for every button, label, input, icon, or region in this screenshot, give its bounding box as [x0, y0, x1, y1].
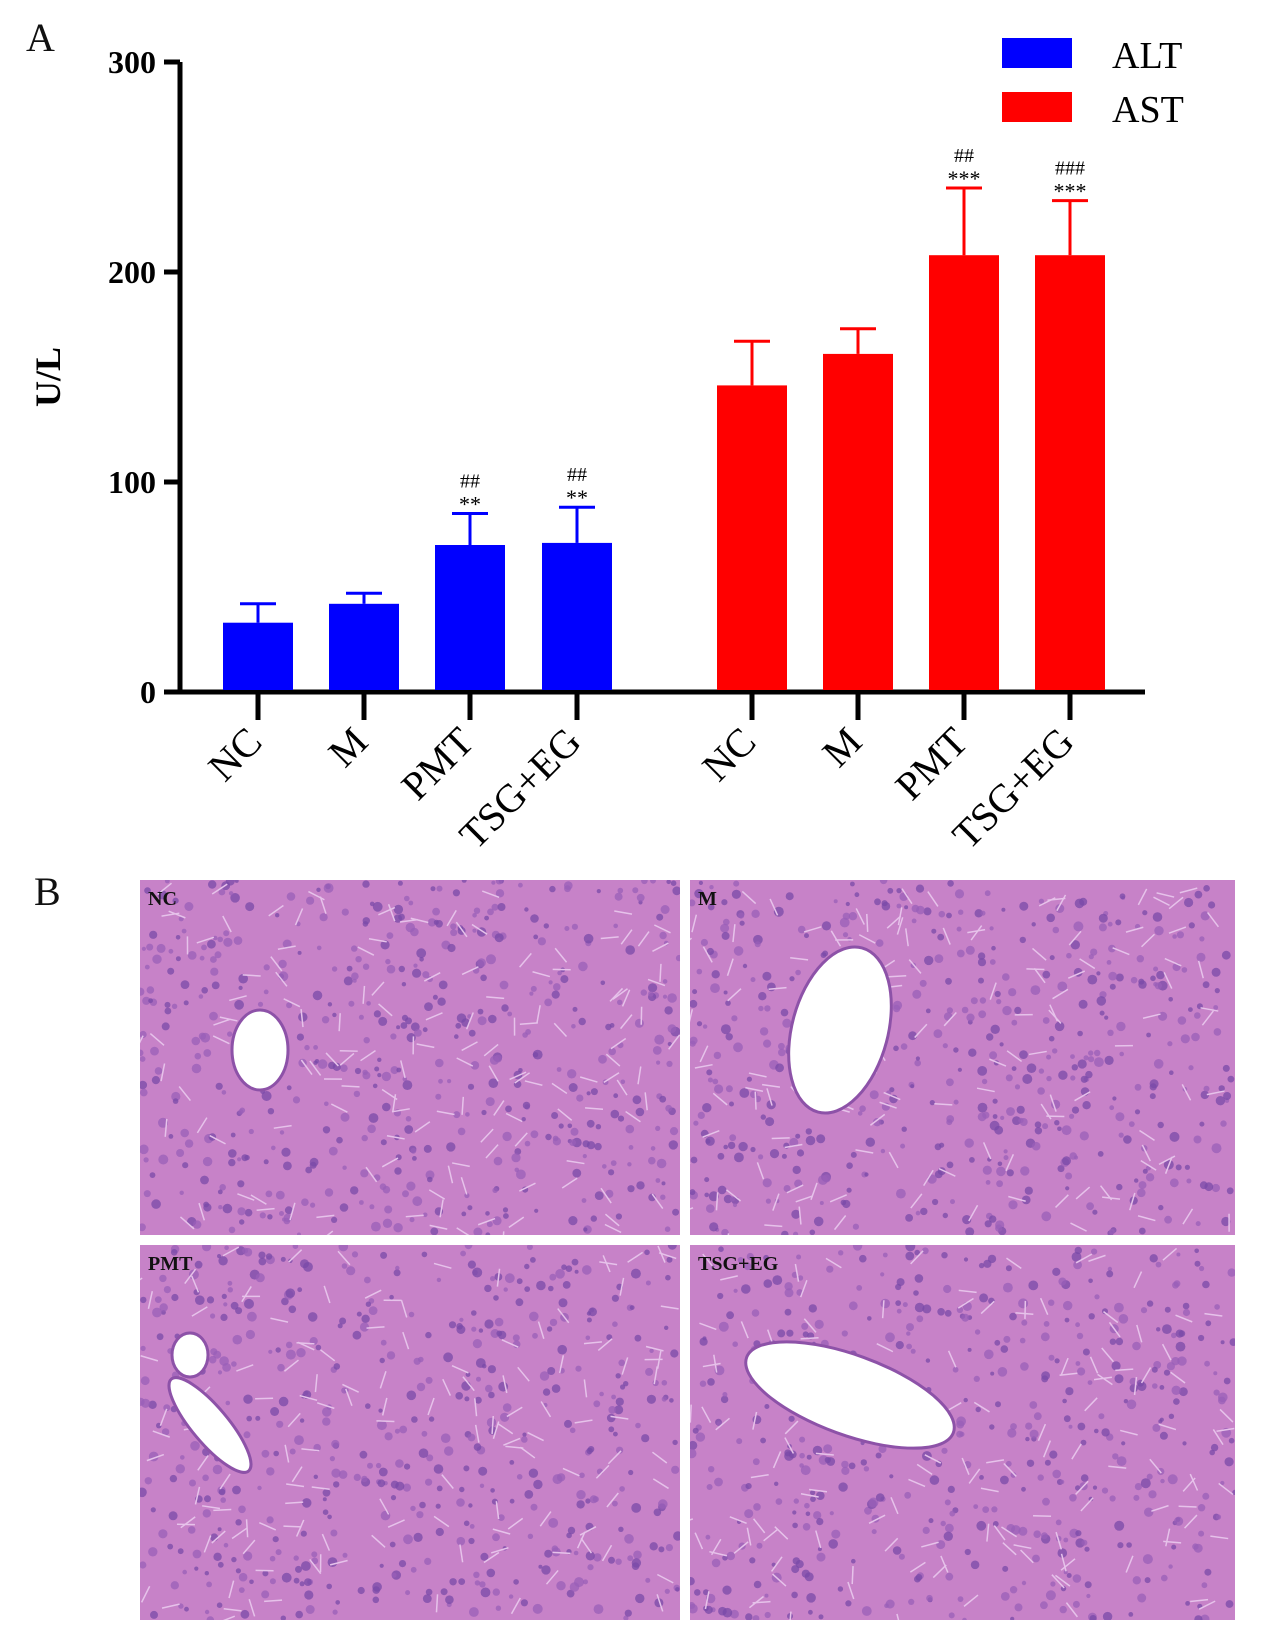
legend-label-alt: ALT: [1112, 35, 1182, 77]
x-tick-label: PMT: [886, 719, 976, 809]
y-tick-label: 0: [140, 674, 156, 710]
micrograph-tsg-eg: TSG+EG: [690, 1245, 1235, 1620]
bar-alt: [223, 622, 293, 690]
panel-b-letter: B: [34, 869, 61, 914]
micrograph-nc: NC: [140, 880, 680, 1235]
bar-alt: [329, 603, 399, 690]
significance-star: **: [459, 492, 481, 517]
x-tick-label: NC: [693, 719, 764, 790]
bar-ast: [823, 353, 893, 690]
legend-swatch-alt: [1002, 38, 1072, 68]
x-tick-label: NC: [199, 719, 270, 790]
tissue-image: [690, 880, 1235, 1235]
significance-star: ***: [1054, 179, 1087, 204]
y-tick-label: 100: [108, 464, 156, 500]
significance-hash: ##: [460, 471, 480, 493]
bar-alt: [435, 545, 505, 690]
y-tick-label: 200: [108, 254, 156, 290]
legend-swatch-ast: [1002, 92, 1072, 122]
x-tick-label: M: [319, 719, 376, 776]
micrograph-label-nc: NC: [148, 888, 177, 910]
significance-hash: ##: [954, 145, 974, 167]
micrograph-label-tsg-eg: TSG+EG: [698, 1253, 779, 1275]
tissue-image: [690, 1245, 1235, 1620]
micrograph-pmt: PMT: [140, 1245, 680, 1620]
y-tick-label: 300: [108, 44, 156, 80]
legend-label-ast: AST: [1112, 89, 1184, 131]
significance-star: ***: [948, 166, 981, 191]
micrograph-label-pmt: PMT: [148, 1253, 193, 1275]
significance-hash: ###: [1055, 158, 1085, 180]
tissue-image: [140, 880, 680, 1235]
x-tick-label: PMT: [392, 719, 482, 809]
bar-alt: [542, 542, 612, 690]
significance-hash: ##: [567, 464, 587, 486]
micrograph-label-m: M: [698, 888, 717, 910]
bar-ast: [717, 385, 787, 690]
x-tick-label: M: [813, 719, 870, 776]
micrograph-m: M: [690, 880, 1235, 1235]
tissue-image: [140, 1245, 680, 1620]
significance-star: **: [566, 485, 588, 510]
bar-ast: [929, 255, 999, 690]
panel-a-letter: A: [26, 15, 55, 60]
y-axis-label: U/L: [28, 347, 68, 407]
bar-ast: [1035, 255, 1105, 690]
